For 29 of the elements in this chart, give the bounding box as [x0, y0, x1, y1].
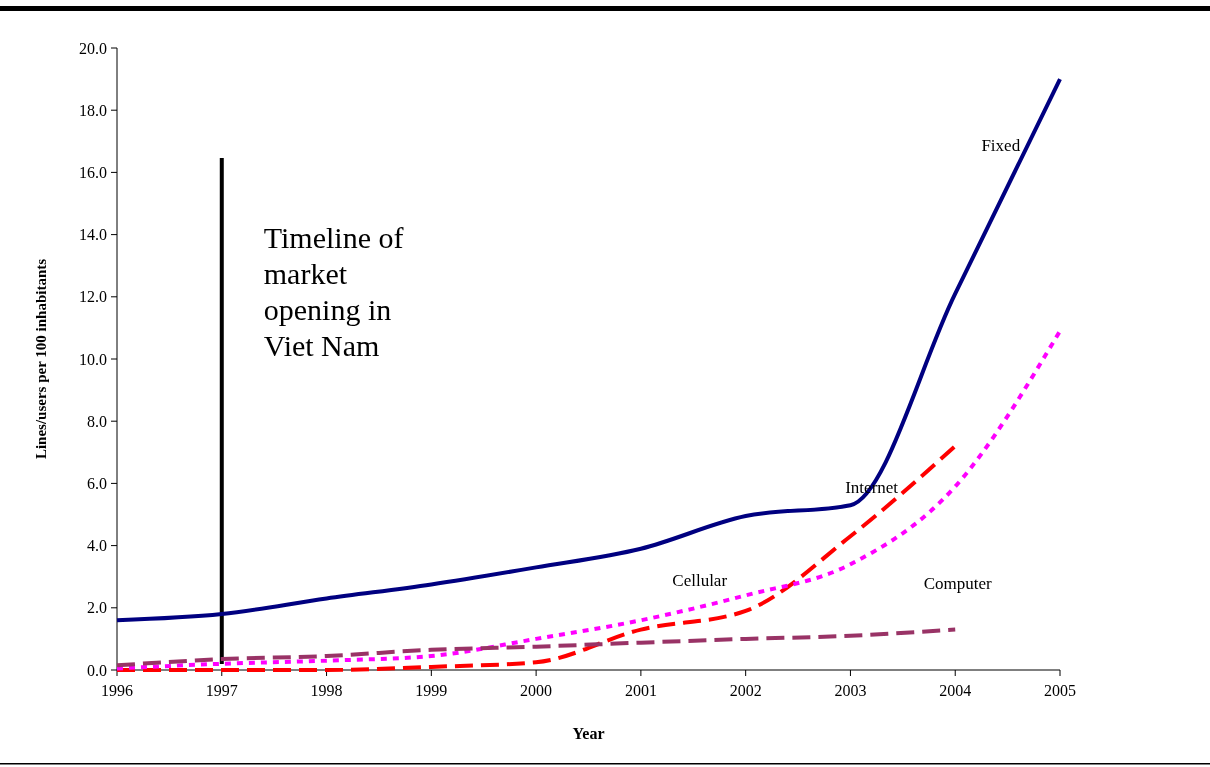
x-tick-label: 1998: [310, 682, 343, 699]
series-label: Fixed: [981, 135, 1021, 155]
y-tick-label: 20.0: [79, 39, 107, 57]
ref-line-label: Timeline of market opening in Viet Nam: [263, 221, 404, 362]
x-tick-label: 2001: [624, 682, 657, 699]
y-tick-label: 16.0: [79, 164, 107, 181]
series-label: Cellular: [672, 571, 728, 591]
y-tick-label: 10.0: [79, 350, 107, 368]
x-tick-label: 2002: [729, 682, 762, 699]
x-tick-label: 1999: [415, 682, 448, 699]
x-tick-label: 2000: [520, 682, 553, 699]
line-series: [115, 77, 1062, 623]
y-tick-label: 2.0: [87, 599, 107, 617]
x-tick-label: 1996: [101, 682, 133, 699]
y-tick-label: 12.0: [79, 288, 107, 306]
y-tick-label: 6.0: [87, 475, 107, 492]
y-tick-label: 8.0: [87, 412, 107, 430]
x-tick-label: 2005: [1044, 682, 1076, 699]
x-axis-title: Year: [572, 725, 605, 742]
y-tick-label: 0.0: [87, 661, 107, 679]
y-tick-label: 4.0: [87, 537, 107, 555]
x-tick-label: 2004: [939, 682, 972, 699]
y-tick-label: 18.0: [79, 101, 107, 119]
line-series: [115, 627, 958, 668]
x-tick-label: 2003: [834, 682, 867, 699]
x-tick-label: 1997: [205, 682, 238, 699]
y-axis-title: Lines/users per 100 inhabitants: [33, 258, 49, 460]
y-tick-label: 14.0: [79, 226, 107, 244]
text: Computer: [923, 574, 993, 594]
